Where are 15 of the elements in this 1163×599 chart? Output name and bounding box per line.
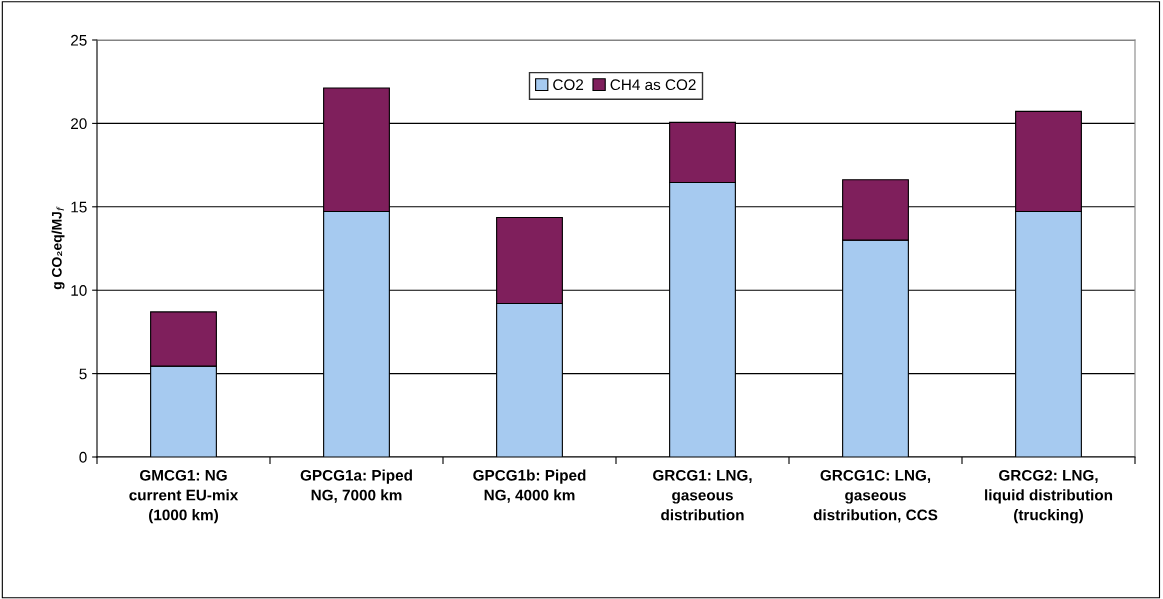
- legend-label: CH4 as CO2: [610, 79, 696, 91]
- legend-label: CO2: [553, 79, 584, 91]
- x-tick-label: GMCG1: NG current EU-mix (1000 km): [129, 469, 239, 524]
- y-tick-label: 20: [71, 118, 87, 130]
- x-tick-label: GPCG1b: Piped NG, 4000 km: [473, 469, 586, 503]
- x-tick-label: GRCG2: LNG, liquid distribution (trucking): [985, 469, 1113, 524]
- y-tick-label: 25: [71, 34, 87, 46]
- x-tick-label: GPCG1a: Piped NG, 7000 km: [300, 469, 412, 503]
- x-tick-label: GRCG1C: LNG, gaseous distribution, CCS: [813, 469, 938, 523]
- x-tick-label: GRCG1: LNG, gaseous distribution: [653, 469, 752, 521]
- y-tick-label: 0: [79, 451, 87, 463]
- y-axis-title: g CO₂eq/MJ$_{f}$: [51, 206, 65, 290]
- y-tick-label: 5: [79, 368, 87, 380]
- y-tick-label: 15: [71, 201, 87, 213]
- y-tick-label: 10: [71, 285, 87, 296]
